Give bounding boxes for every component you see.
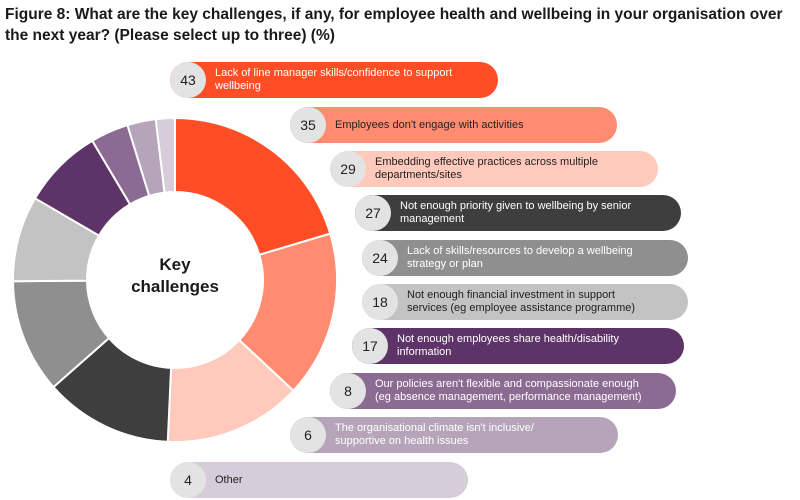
legend-label-7: Not enough employees share health/disabi…: [397, 333, 619, 358]
legend-pill-4: 27 Not enough priority given to wellbeing…: [355, 195, 681, 231]
legend-label-3: Embedding effective practices across mul…: [375, 156, 598, 181]
legend-pill-1: 43 Lack of line manager skills/confidence…: [170, 62, 498, 98]
legend-label-5: Lack of skills/resources to develop a we…: [407, 245, 633, 270]
legend-label-10: Other: [215, 473, 243, 486]
legend-value-9: 6: [290, 417, 326, 453]
legend-value-6: 18: [362, 284, 398, 320]
legend-label-9: The organisational climate isn't inclusi…: [335, 422, 534, 447]
legend-pill-7: 17 Not enough employees share health/disa…: [352, 328, 684, 364]
legend-value-3: 29: [330, 151, 366, 187]
legend-label-8: Our policies aren't flexible and compass…: [375, 378, 642, 403]
legend-value-1: 43: [170, 62, 206, 98]
chart-title: Figure 8: What are the key challenges, i…: [5, 6, 783, 44]
legend-label-4: Not enough priority given to wellbeing b…: [400, 200, 632, 225]
legend-pill-6: 18 Not enough financial investment in sup…: [362, 284, 688, 320]
legend-label-1: Lack of line manager skills/confidence t…: [215, 67, 453, 92]
legend-label-6: Not enough financial investment in suppo…: [407, 289, 636, 314]
legend-value-8: 8: [330, 373, 366, 409]
legend-label-2: Employees don't engage with activities: [335, 118, 524, 131]
legend-pill-10: 4 Other: [170, 462, 468, 498]
center-label-line-2: challenges: [131, 277, 219, 296]
legend-value-5: 24: [362, 240, 398, 276]
donut-slice-1: [174, 116, 332, 257]
legend-pill-9: 6 The organisational climate isn't inclus…: [290, 417, 618, 453]
legend-value-2: 35: [290, 107, 326, 143]
legend-pill-2: 35 Employees don't engage with activities: [290, 107, 617, 143]
legend-pill-3: 29 Embedding effective practices across m…: [330, 151, 658, 187]
legend-pill-5: 24 Lack of skills/resources to develop a …: [362, 240, 688, 276]
center-label-line-1: Key: [159, 255, 191, 274]
donut-slice-10: [154, 116, 176, 194]
legend-value-10: 4: [170, 462, 206, 498]
legend-pill-8: 8 Our policies aren't flexible and compas…: [330, 373, 676, 409]
legend-value-7: 17: [352, 328, 388, 364]
legend-value-4: 27: [355, 195, 391, 231]
